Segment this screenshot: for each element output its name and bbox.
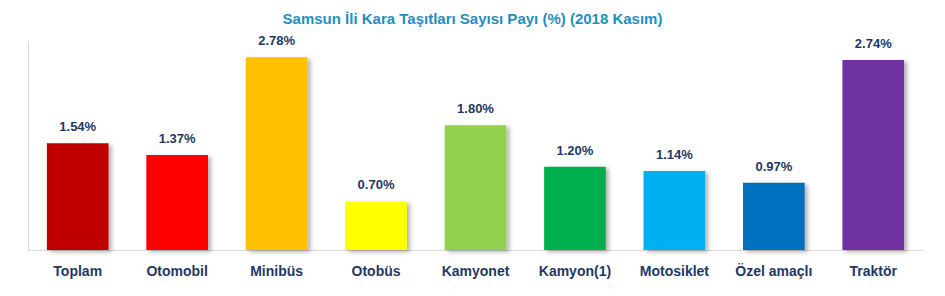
svg-text:1.80%: 1.80% [457, 101, 494, 116]
svg-text:Özel amaçlı: Özel amaçlı [735, 263, 812, 279]
svg-text:Kamyonet: Kamyonet [442, 263, 510, 279]
svg-text:1.37%: 1.37% [159, 131, 196, 146]
svg-text:Kamyon(1): Kamyon(1) [539, 263, 611, 279]
svg-text:Otomobil: Otomobil [146, 263, 207, 279]
svg-text:2.78%: 2.78% [258, 33, 295, 48]
svg-text:1.54%: 1.54% [59, 119, 96, 134]
svg-text:2.74%: 2.74% [855, 36, 892, 51]
svg-text:1.14%: 1.14% [656, 147, 693, 162]
svg-text:Samsun İli Kara Taşıtları Sayı: Samsun İli Kara Taşıtları Sayısı Payı (%… [283, 10, 663, 27]
svg-text:Otobüs: Otobüs [352, 263, 401, 279]
svg-text:Motosiklet: Motosiklet [640, 263, 710, 279]
svg-text:Toplam: Toplam [53, 263, 102, 279]
svg-text:0.97%: 0.97% [755, 159, 792, 174]
svg-text:0.70%: 0.70% [358, 177, 395, 192]
svg-text:Traktör: Traktör [850, 263, 898, 279]
svg-text:1.20%: 1.20% [557, 143, 594, 158]
svg-text:Minibüs: Minibüs [250, 263, 303, 279]
